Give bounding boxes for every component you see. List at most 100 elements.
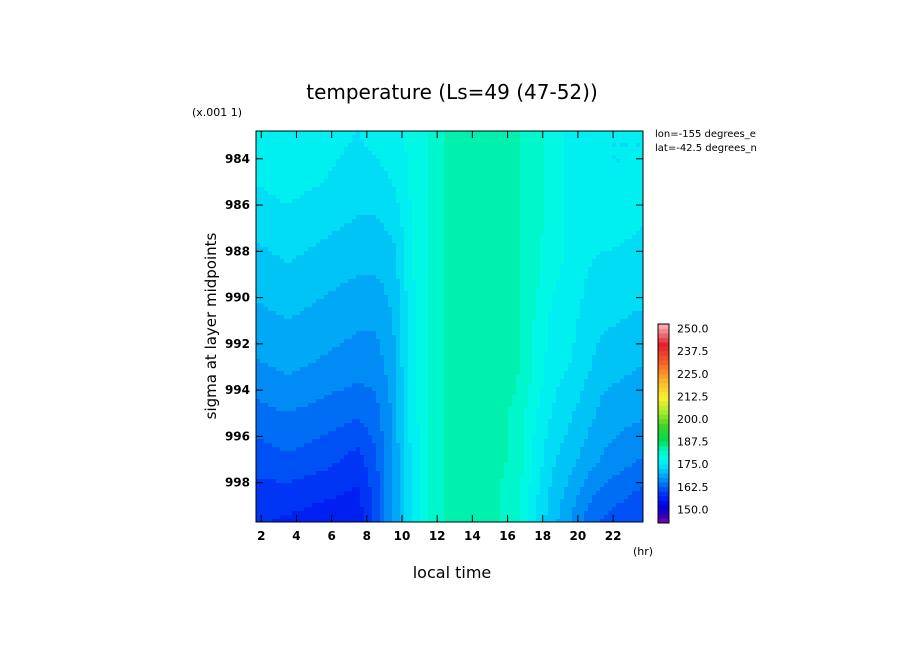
heatmap-cell bbox=[508, 323, 513, 328]
heatmap-cell bbox=[540, 271, 545, 276]
heatmap-cell bbox=[296, 263, 301, 268]
heatmap-cell bbox=[304, 199, 309, 204]
heatmap-cell bbox=[372, 311, 377, 316]
heatmap-cell bbox=[404, 163, 409, 168]
heatmap-cell bbox=[340, 235, 345, 240]
heatmap-cell bbox=[332, 227, 337, 232]
heatmap-cell bbox=[416, 175, 421, 180]
heatmap-cell bbox=[464, 215, 469, 220]
heatmap-cell bbox=[520, 219, 525, 224]
heatmap-cell bbox=[272, 235, 277, 240]
heatmap-cell bbox=[588, 211, 593, 216]
heatmap-cell bbox=[636, 243, 641, 248]
heatmap-cell bbox=[452, 215, 457, 220]
heatmap-cell bbox=[268, 227, 273, 232]
heatmap-cell bbox=[344, 267, 349, 272]
heatmap-cell bbox=[300, 303, 305, 308]
heatmap-cell bbox=[328, 291, 333, 296]
heatmap-cell bbox=[508, 227, 513, 232]
heatmap-cell bbox=[364, 227, 369, 232]
heatmap-cell bbox=[268, 331, 273, 336]
heatmap-cell bbox=[464, 323, 469, 328]
heatmap-cell bbox=[408, 147, 413, 152]
heatmap-cell bbox=[260, 291, 265, 296]
heatmap-cell bbox=[580, 283, 585, 288]
heatmap-cell bbox=[420, 231, 425, 236]
heatmap-cell bbox=[564, 303, 569, 308]
heatmap-cell bbox=[356, 235, 361, 240]
heatmap-cell bbox=[420, 263, 425, 268]
heatmap-cell bbox=[356, 303, 361, 308]
heatmap-cell bbox=[308, 183, 313, 188]
heatmap-cell bbox=[416, 183, 421, 188]
heatmap-cell bbox=[324, 191, 329, 196]
heatmap-cell bbox=[468, 175, 473, 180]
heatmap-cell bbox=[328, 215, 333, 220]
heatmap-cell bbox=[628, 287, 633, 292]
heatmap-cell bbox=[512, 139, 517, 144]
heatmap-cell bbox=[268, 151, 273, 156]
heatmap-cell bbox=[256, 287, 261, 292]
heatmap-cell bbox=[392, 143, 397, 148]
heatmap-cell bbox=[448, 323, 453, 328]
heatmap-cell bbox=[432, 191, 437, 196]
heatmap-cell bbox=[628, 187, 633, 192]
heatmap-cell bbox=[480, 155, 485, 160]
heatmap-cell bbox=[492, 203, 497, 208]
heatmap-cell bbox=[604, 295, 609, 300]
heatmap-cell bbox=[432, 155, 437, 160]
heatmap-cell bbox=[608, 139, 613, 144]
heatmap-cell bbox=[264, 227, 269, 232]
heatmap-cell bbox=[440, 219, 445, 224]
heatmap-cell bbox=[368, 335, 373, 340]
heatmap-cell bbox=[396, 247, 401, 252]
heatmap-cell bbox=[552, 139, 557, 144]
heatmap-cell bbox=[560, 175, 565, 180]
heatmap-cell bbox=[380, 267, 385, 272]
heatmap-cell bbox=[512, 207, 517, 212]
heatmap-cell bbox=[580, 187, 585, 192]
heatmap-cell bbox=[376, 195, 381, 200]
heatmap-cell bbox=[604, 291, 609, 296]
heatmap-cell bbox=[512, 227, 517, 232]
heatmap-cell bbox=[532, 235, 537, 240]
heatmap-cell bbox=[304, 239, 309, 244]
heatmap-cell bbox=[548, 323, 553, 328]
heatmap-cell bbox=[528, 139, 533, 144]
heatmap-cell bbox=[540, 171, 545, 176]
heatmap-cell bbox=[508, 291, 513, 296]
heatmap-cell bbox=[536, 331, 541, 336]
heatmap-cell bbox=[624, 319, 629, 324]
heatmap-cell bbox=[432, 319, 437, 324]
heatmap-cell bbox=[608, 211, 613, 216]
heatmap-cell bbox=[372, 303, 377, 308]
heatmap-cell bbox=[332, 195, 337, 200]
heatmap-cell bbox=[632, 207, 637, 212]
heatmap-cell bbox=[416, 259, 421, 264]
heatmap-cell bbox=[404, 131, 409, 136]
heatmap-cell bbox=[288, 303, 293, 308]
heatmap-cell bbox=[572, 323, 577, 328]
heatmap-cell bbox=[512, 199, 517, 204]
heatmap-cell bbox=[256, 331, 261, 336]
heatmap-cell bbox=[604, 139, 609, 144]
heatmap-cell bbox=[452, 271, 457, 276]
heatmap-cell bbox=[276, 239, 281, 244]
heatmap-cell bbox=[364, 131, 369, 136]
heatmap-cell bbox=[436, 303, 441, 308]
heatmap-cell bbox=[400, 287, 405, 292]
heatmap-cell bbox=[564, 323, 569, 328]
heatmap-cell bbox=[636, 199, 641, 204]
heatmap-cell bbox=[556, 187, 561, 192]
heatmap-cell bbox=[560, 231, 565, 236]
heatmap-cell bbox=[632, 235, 637, 240]
heatmap-cell bbox=[604, 307, 609, 312]
heatmap-cell bbox=[400, 279, 405, 284]
heatmap-cell bbox=[364, 223, 369, 228]
heatmap-cell bbox=[284, 247, 289, 252]
heatmap-cell bbox=[324, 307, 329, 312]
heatmap-cell bbox=[364, 283, 369, 288]
heatmap-cell bbox=[468, 299, 473, 304]
heatmap-cell bbox=[516, 147, 521, 152]
heatmap-cell bbox=[360, 199, 365, 204]
